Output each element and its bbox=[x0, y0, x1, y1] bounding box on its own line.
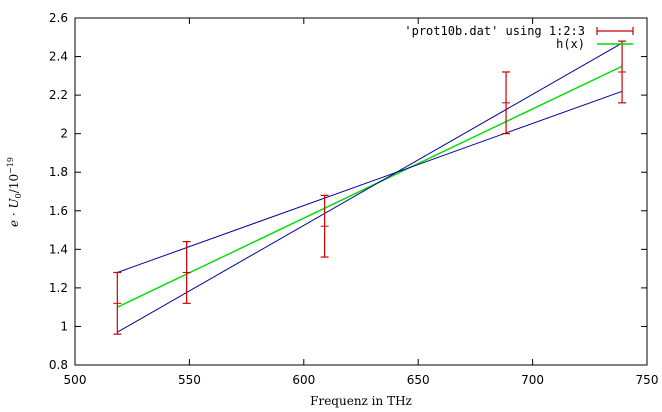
x-tick-label: 600 bbox=[292, 373, 315, 387]
x-tick-label: 550 bbox=[178, 373, 201, 387]
bound-line bbox=[117, 90, 623, 273]
y-axis-label-exp: −19 bbox=[6, 157, 15, 174]
y-axis-label-var: e · U bbox=[7, 197, 21, 227]
y-tick-label: 1 bbox=[60, 319, 68, 333]
y-tick-label: 1.2 bbox=[49, 281, 68, 295]
y-axis-label-unit: /10 bbox=[7, 174, 21, 193]
x-tick-label: 650 bbox=[407, 373, 430, 387]
y-tick-label: 0.8 bbox=[49, 358, 68, 372]
y-tick-label: 2.4 bbox=[49, 50, 68, 64]
plot-frame bbox=[74, 17, 648, 366]
y-tick-label: 1.6 bbox=[49, 204, 68, 218]
legend-label-fit: h(x) bbox=[556, 37, 585, 51]
y-axis-label: e · U0/10−19 bbox=[6, 157, 23, 227]
y-tick-label: 2.2 bbox=[49, 88, 68, 102]
x-axis-label: Frequenz in THz bbox=[310, 394, 412, 408]
y-axis-label-sub: 0 bbox=[14, 193, 23, 198]
legend-label-data: 'prot10b.dat' using 1:2:3 bbox=[404, 24, 585, 38]
fit-line-h bbox=[116, 65, 623, 308]
x-tick-label: 500 bbox=[64, 373, 87, 387]
x-tick-label: 750 bbox=[636, 373, 659, 387]
y-tick-label: 2 bbox=[60, 127, 68, 141]
y-tick-label: 1.4 bbox=[49, 242, 68, 256]
bound-line bbox=[117, 42, 623, 333]
y-tick-label: 2.6 bbox=[49, 11, 68, 25]
y-tick-label: 1.8 bbox=[49, 165, 68, 179]
x-tick-label: 700 bbox=[521, 373, 544, 387]
